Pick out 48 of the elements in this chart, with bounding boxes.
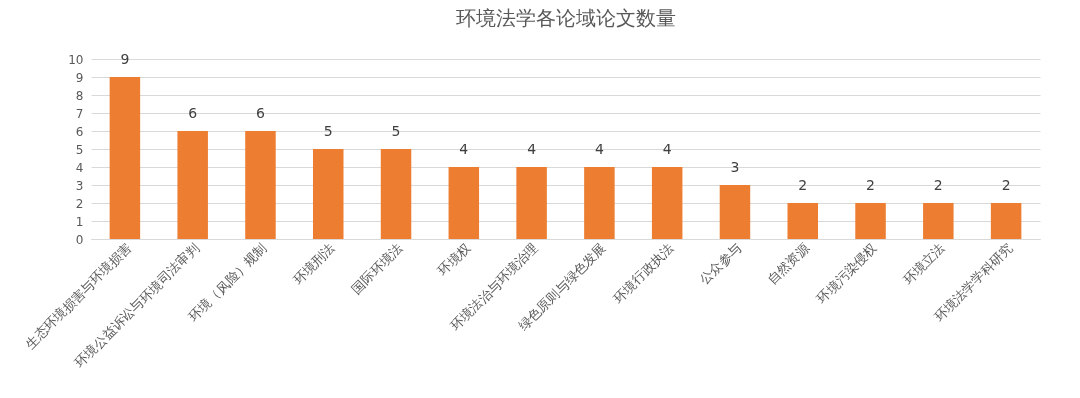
x-tick-label: 国际环境法 bbox=[348, 240, 406, 297]
bar bbox=[990, 203, 1022, 239]
data-label: 6 bbox=[256, 105, 265, 121]
bar bbox=[313, 149, 344, 239]
data-label: 9 bbox=[120, 51, 130, 67]
x-tick-label: 公众参与 bbox=[696, 240, 745, 288]
x-tick-label: 自然资源 bbox=[764, 240, 812, 288]
x-tick-label: 环境污染侵权 bbox=[813, 240, 880, 306]
data-label: 5 bbox=[323, 123, 333, 139]
bar bbox=[923, 203, 954, 239]
bar bbox=[584, 167, 615, 239]
y-tick-label: 8 bbox=[75, 88, 84, 103]
bar bbox=[448, 167, 480, 239]
bar bbox=[719, 185, 751, 239]
data-label: 4 bbox=[594, 141, 604, 157]
y-tick-label: 0 bbox=[75, 232, 84, 247]
y-tick-label: 7 bbox=[75, 106, 84, 121]
bar bbox=[516, 167, 547, 239]
bar bbox=[177, 131, 208, 239]
y-tick-label: 1 bbox=[75, 214, 84, 229]
y-tick-label: 6 bbox=[75, 124, 84, 139]
data-label: 2 bbox=[1001, 177, 1011, 193]
y-tick-label: 3 bbox=[75, 178, 84, 193]
x-tick-label: 环境权 bbox=[434, 240, 474, 279]
y-tick-label: 2 bbox=[75, 196, 84, 211]
data-label: 2 bbox=[933, 177, 943, 193]
y-tick-label: 10 bbox=[68, 52, 84, 67]
x-tick-label: 环境行政执法 bbox=[610, 240, 677, 306]
y-tick-label: 5 bbox=[75, 142, 84, 157]
data-label: 2 bbox=[866, 177, 875, 193]
data-label: 6 bbox=[188, 105, 198, 121]
data-label: 3 bbox=[730, 159, 740, 175]
data-label: 4 bbox=[527, 141, 537, 157]
bar bbox=[787, 203, 818, 239]
x-tick-label: 环境立法 bbox=[900, 240, 948, 288]
chart-title: 环境法学各论域论文数量 bbox=[455, 6, 676, 30]
data-label: 4 bbox=[459, 141, 469, 157]
data-label: 2 bbox=[798, 177, 808, 193]
bar bbox=[651, 167, 683, 239]
bar bbox=[380, 149, 412, 239]
data-label: 5 bbox=[391, 123, 401, 139]
data-label: 4 bbox=[662, 141, 672, 157]
bar bbox=[855, 203, 886, 239]
x-tick-label: 环境刑法 bbox=[290, 240, 338, 288]
bar bbox=[109, 77, 141, 239]
bar bbox=[245, 131, 276, 239]
y-tick-label: 4 bbox=[75, 160, 84, 175]
y-tick-label: 9 bbox=[75, 70, 84, 85]
